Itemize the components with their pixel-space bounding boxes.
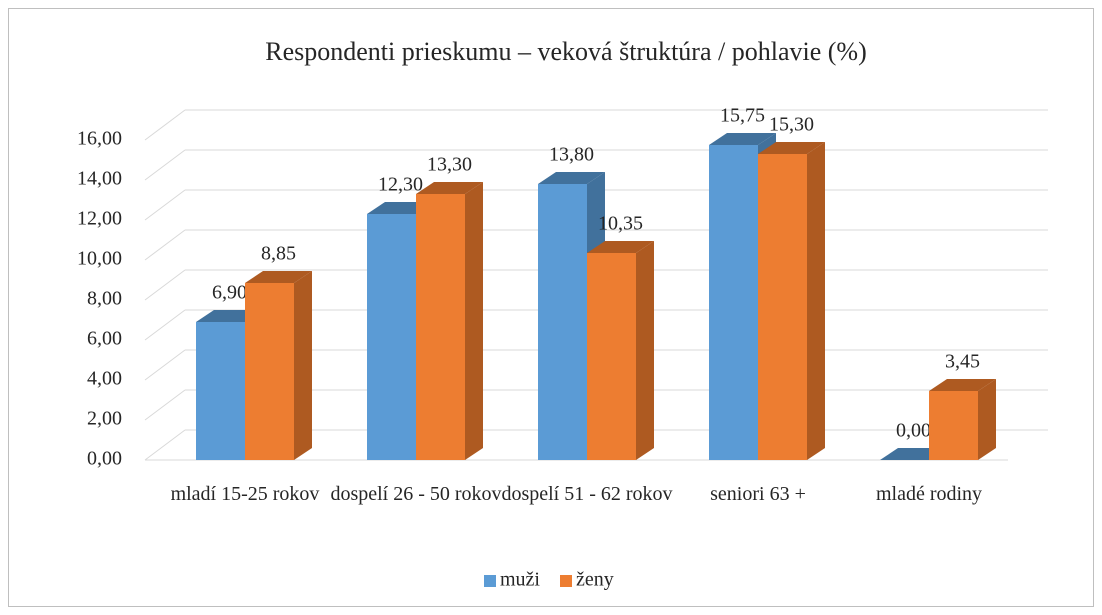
bar-side [978, 379, 996, 460]
bar [196, 322, 245, 460]
y-tick-label: 0,00 [87, 448, 122, 470]
bar-top [245, 271, 312, 283]
y-tick-label: 12,00 [77, 208, 122, 230]
x-tick-label: mladé rodiny [875, 483, 983, 505]
grid-line [144, 309, 186, 341]
x-tick-label: dospelí 51 - 62 rokov [501, 483, 673, 505]
data-label: 3,45 [945, 351, 980, 373]
legend-label: muži [500, 569, 540, 591]
bar [709, 145, 758, 460]
data-label: 15,30 [769, 114, 814, 136]
bar-side [465, 182, 483, 460]
data-label: 13,30 [427, 154, 472, 176]
bar-top [587, 241, 654, 253]
bar-top [709, 133, 776, 145]
grid-line [144, 269, 186, 301]
x-tick-label: seniori 63 + [710, 483, 806, 505]
y-tick-label: 4,00 [87, 368, 122, 390]
grid-line [144, 189, 186, 221]
bar-top [416, 182, 483, 194]
bar [758, 154, 807, 460]
data-label: 15,75 [720, 105, 765, 127]
y-tick-label: 10,00 [77, 248, 122, 270]
x-tick-label: dospelí 26 - 50 rokov [330, 483, 502, 505]
bar-side [807, 142, 825, 460]
grid-line [144, 229, 186, 261]
chart-title: Respondenti prieskumu – veková štruktúra… [265, 37, 866, 66]
data-label: 10,35 [598, 213, 643, 235]
y-tick-label: 16,00 [77, 128, 122, 150]
bar-side [636, 241, 654, 460]
bar [367, 214, 416, 460]
legend-swatch [484, 575, 496, 587]
bar [416, 194, 465, 460]
grid-line [144, 349, 186, 381]
bar [587, 253, 636, 460]
grid-line [144, 389, 186, 421]
grid-line [144, 429, 186, 461]
grid-line [144, 149, 186, 181]
legend-swatch [560, 575, 572, 587]
y-tick-label: 2,00 [87, 408, 122, 430]
bar-top [929, 379, 996, 391]
x-tick-label: mladí 15-25 rokov [170, 483, 320, 505]
bar [245, 283, 294, 460]
data-label: 8,85 [261, 243, 296, 265]
y-tick-label: 14,00 [77, 168, 122, 190]
y-tick-label: 6,00 [87, 328, 122, 350]
grid-line [144, 109, 186, 141]
y-tick-label: 8,00 [87, 288, 122, 310]
bar [929, 391, 978, 460]
bar-top [538, 172, 605, 184]
data-label: 6,90 [212, 282, 247, 304]
data-label: 13,80 [549, 144, 594, 166]
bar-side [294, 271, 312, 460]
data-label: 0,00 [896, 420, 931, 442]
legend-label: ženy [576, 569, 614, 591]
data-label: 12,30 [378, 174, 423, 196]
bar [538, 184, 587, 460]
bar-top [758, 142, 825, 154]
